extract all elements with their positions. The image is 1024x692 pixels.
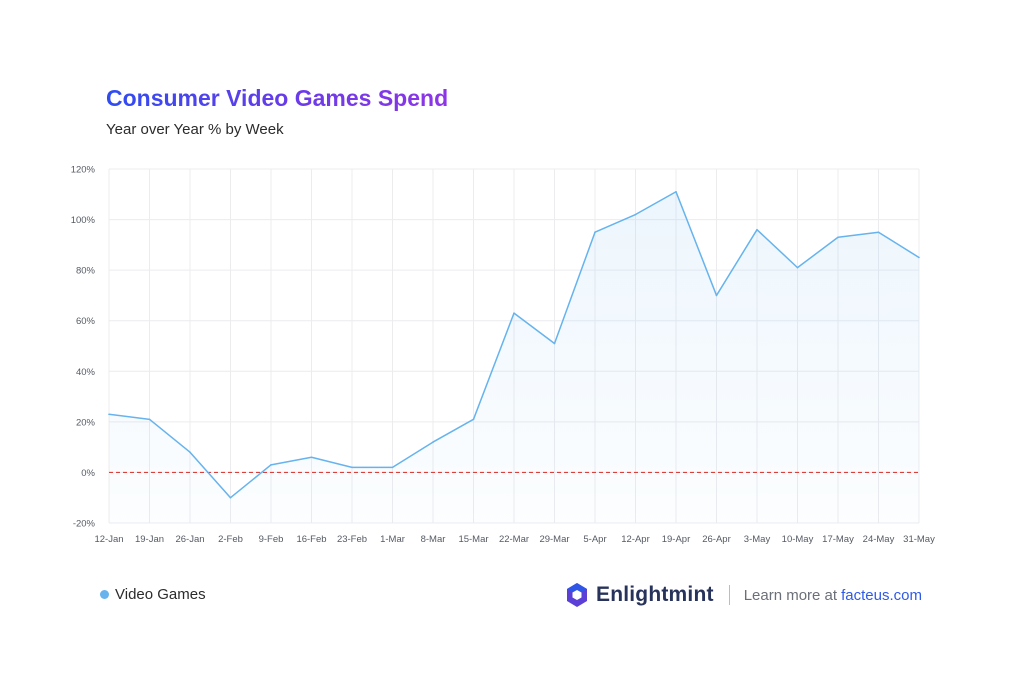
y-tick-label: 100% bbox=[71, 215, 96, 226]
data-point bbox=[796, 266, 799, 269]
x-tick-label: 23-Feb bbox=[337, 534, 367, 545]
x-tick-label: 17-May bbox=[822, 534, 854, 545]
data-point bbox=[634, 213, 637, 216]
data-point bbox=[270, 464, 272, 466]
data-point bbox=[189, 451, 191, 454]
x-axis-labels: 12-Jan 19-Jan 26-Jan 2-Feb 9-Feb 16-Feb 23-Feb… bbox=[94, 534, 935, 545]
x-tick-label: 15-Mar bbox=[458, 534, 488, 545]
x-tick-label: 29-Mar bbox=[539, 534, 569, 545]
legend-swatch bbox=[100, 590, 109, 599]
chart-subtitle: Year over Year % by Week bbox=[106, 121, 284, 138]
data-point bbox=[837, 236, 839, 239]
data-point bbox=[715, 294, 718, 297]
data-point bbox=[432, 441, 434, 443]
x-tick-label: 1-Mar bbox=[380, 534, 405, 545]
y-tick-label: 20% bbox=[76, 417, 96, 428]
x-tick-label: 12-Apr bbox=[621, 534, 650, 545]
data-point bbox=[391, 466, 394, 469]
data-point bbox=[310, 456, 313, 459]
series-area-fill bbox=[109, 191, 919, 523]
data-point bbox=[472, 418, 475, 421]
y-tick-label: 0% bbox=[81, 468, 95, 479]
facteus-link[interactable]: facteus.com bbox=[841, 586, 922, 604]
data-point bbox=[553, 342, 556, 345]
x-tick-label: 22-Mar bbox=[499, 534, 529, 545]
data-point bbox=[513, 312, 515, 314]
chart-area-layer bbox=[109, 191, 919, 523]
chart-title: Consumer Video Games Spend bbox=[106, 84, 448, 112]
legend-label: Video Games bbox=[115, 586, 206, 603]
enlightmint-logo-icon bbox=[567, 583, 587, 607]
x-tick-label: 26-Apr bbox=[702, 534, 731, 545]
x-tick-label: 19-Jan bbox=[135, 534, 164, 545]
y-tick-label: 60% bbox=[76, 316, 96, 327]
brand-divider bbox=[728, 585, 730, 605]
chart-line-layer bbox=[108, 190, 920, 499]
y-tick-label: 40% bbox=[76, 367, 96, 378]
x-tick-label: 10-May bbox=[782, 534, 814, 545]
x-tick-label: 16-Feb bbox=[296, 534, 326, 545]
y-tick-label: 120% bbox=[71, 165, 96, 176]
data-point bbox=[351, 466, 353, 469]
data-point bbox=[918, 256, 920, 259]
x-tick-label: 2-Feb bbox=[218, 534, 243, 545]
brand-footer: Enlightmint Learn more at facteus.com bbox=[566, 580, 922, 610]
data-point bbox=[675, 190, 677, 193]
brand-name: Enlightmint bbox=[596, 583, 714, 606]
x-tick-label: 8-Mar bbox=[421, 534, 446, 545]
data-point bbox=[756, 228, 758, 231]
x-tick-label: 9-Feb bbox=[259, 534, 284, 545]
x-tick-label: 26-Jan bbox=[175, 534, 204, 545]
data-point bbox=[108, 413, 110, 416]
y-axis-labels: -20% 0% 20% 40% 60% 80% 100% 120% bbox=[71, 165, 96, 530]
data-point bbox=[148, 418, 151, 421]
x-tick-label: 31-May bbox=[903, 534, 935, 545]
x-tick-label: 19-Apr bbox=[662, 534, 691, 545]
data-point bbox=[229, 496, 232, 499]
chart-legend: Video Games bbox=[100, 586, 206, 603]
data-point bbox=[877, 231, 880, 234]
y-tick-label: -20% bbox=[73, 519, 96, 530]
x-tick-label: 12-Jan bbox=[94, 534, 123, 545]
y-tick-label: 80% bbox=[76, 266, 96, 277]
data-point bbox=[594, 231, 596, 234]
x-tick-label: 3-May bbox=[744, 534, 771, 545]
learn-more-text: Learn more at bbox=[743, 586, 838, 604]
x-tick-label: 24-May bbox=[863, 534, 895, 545]
x-tick-label: 5-Apr bbox=[583, 534, 606, 545]
chart-title-text: Consumer Video Games Spend bbox=[106, 85, 449, 111]
